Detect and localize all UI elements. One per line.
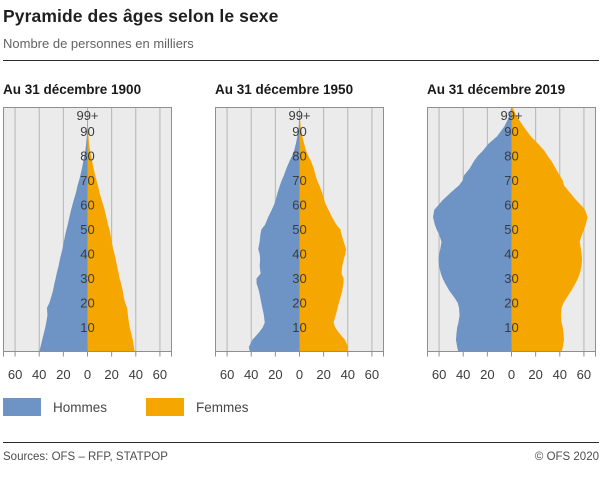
panel-border [215, 107, 384, 352]
legend-item-femmes: Femmes [146, 398, 249, 416]
age-label: 70 [292, 173, 306, 188]
pyramid-panel-2019: Au 31 décembre 2019 10 20 30 40 50 60 70 80 90 99… [427, 82, 596, 385]
x-tick-label: 60 [432, 367, 446, 382]
age-label: 99+ [76, 108, 98, 123]
panel-title-1900: Au 31 décembre 1900 [3, 82, 142, 97]
x-tick-label: 20 [268, 367, 282, 382]
pyramid-panel-1950: Au 31 décembre 1950 10 20 30 40 50 60 70 80 90 99… [215, 82, 384, 385]
area-femmes [511, 107, 588, 352]
legend: Hommes Femmes [3, 398, 599, 416]
age-label: 30 [292, 271, 306, 286]
panel-border [3, 107, 172, 352]
area-femmes [87, 107, 135, 352]
age-label: 10 [80, 320, 94, 335]
age-label: 70 [504, 173, 518, 188]
page-title: Pyramide des âges selon le sexe [3, 6, 279, 26]
age-label: 90 [80, 124, 94, 139]
x-tick-label: 40 [456, 367, 470, 382]
legend-swatch-femmes [146, 398, 185, 416]
legend-label-hommes: Hommes [53, 399, 108, 415]
copyright-text: © OFS 2020 [534, 451, 599, 463]
age-label: 99+ [288, 108, 310, 123]
x-tick-label: 0 [296, 367, 303, 382]
area-hommes [248, 107, 300, 352]
age-label: 40 [504, 247, 518, 262]
x-tick-label: 40 [553, 367, 567, 382]
age-label: 10 [504, 320, 518, 335]
age-label: 50 [80, 222, 94, 237]
x-tick-label: 60 [8, 367, 22, 382]
age-label: 80 [292, 149, 306, 164]
x-tick-label: 20 [104, 367, 118, 382]
age-label: 10 [292, 320, 306, 335]
age-label: 70 [80, 173, 94, 188]
age-label: 50 [504, 222, 518, 237]
charts-row: Au 31 décembre 1900 10 20 30 40 50 60 70 80 90 99… [3, 82, 599, 385]
x-tick-label: 60 [365, 367, 379, 382]
age-label: 99+ [500, 108, 522, 123]
footer: Sources: OFS – RFP, STATPOP © OFS 2020 [3, 451, 599, 463]
age-label: 30 [80, 271, 94, 286]
area-femmes [299, 107, 349, 352]
legend-item-hommes: Hommes [3, 398, 107, 416]
age-label: 80 [80, 149, 94, 164]
bottom-divider [3, 442, 599, 443]
legend-label-femmes: Femmes [196, 399, 249, 415]
panel-border [427, 107, 596, 352]
x-tick-label: 20 [316, 367, 330, 382]
area-hommes [433, 107, 512, 352]
top-divider [3, 60, 599, 61]
age-label: 60 [504, 198, 518, 213]
age-label: 80 [504, 149, 518, 164]
x-tick-label: 40 [32, 367, 46, 382]
area-hommes [39, 107, 88, 352]
x-tick-label: 20 [56, 367, 70, 382]
x-tick-label: 40 [244, 367, 258, 382]
x-tick-label: 60 [220, 367, 234, 382]
age-label: 60 [80, 198, 94, 213]
x-tick-label: 60 [153, 367, 167, 382]
x-tick-label: 20 [480, 367, 494, 382]
x-tick-label: 0 [84, 367, 91, 382]
age-label: 50 [292, 222, 306, 237]
x-tick-label: 40 [341, 367, 355, 382]
x-tick-label: 20 [528, 367, 542, 382]
pyramid-panel-1900: Au 31 décembre 1900 10 20 30 40 50 60 70 80 90 99… [3, 82, 172, 385]
age-label: 60 [292, 198, 306, 213]
x-tick-label: 60 [577, 367, 591, 382]
age-label: 30 [504, 271, 518, 286]
sources-text: Sources: OFS – RFP, STATPOP [3, 451, 168, 463]
age-label: 40 [292, 247, 306, 262]
figure-subtitle: Nombre de personnes en milliers [3, 36, 194, 51]
age-label: 90 [292, 124, 306, 139]
panel-title-2019: Au 31 décembre 2019 [427, 82, 566, 97]
age-label: 20 [292, 296, 306, 311]
x-tick-label: 0 [508, 367, 515, 382]
x-tick-label: 40 [129, 367, 143, 382]
age-label: 40 [80, 247, 94, 262]
age-label: 90 [504, 124, 518, 139]
age-label: 20 [504, 296, 518, 311]
panel-title-1950: Au 31 décembre 1950 [215, 82, 354, 97]
legend-swatch-hommes [3, 398, 41, 416]
age-label: 20 [80, 296, 94, 311]
